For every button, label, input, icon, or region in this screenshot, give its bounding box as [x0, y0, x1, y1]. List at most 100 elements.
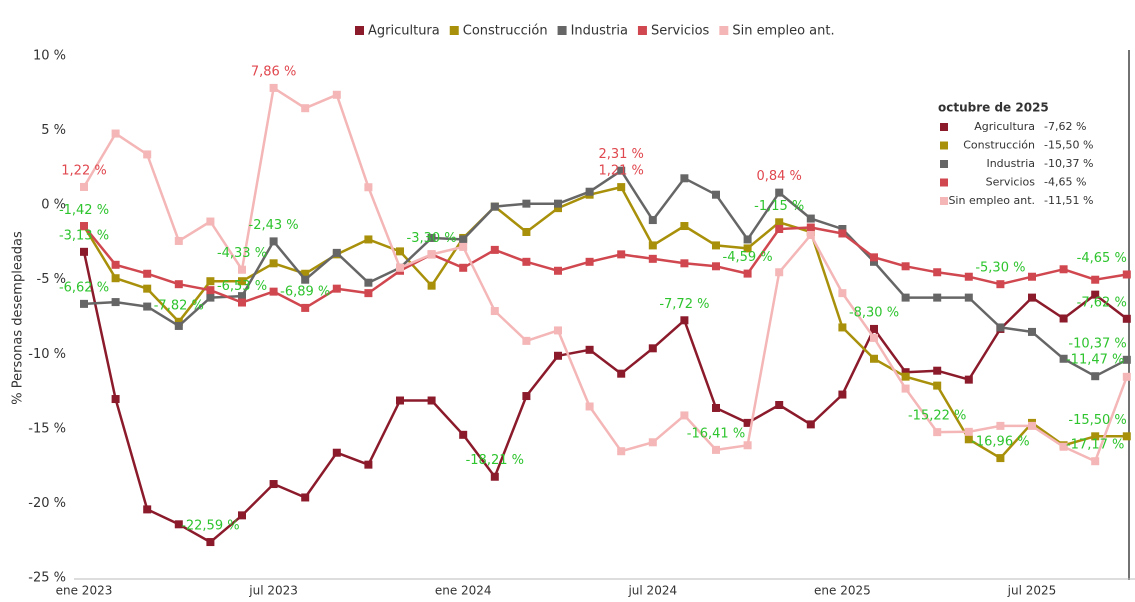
point [111, 298, 120, 307]
data-label: 1,21 % [598, 164, 643, 179]
point [206, 286, 215, 295]
data-label: -6,89 % [280, 284, 330, 299]
point [964, 375, 973, 384]
data-label: -18,21 % [466, 453, 524, 468]
y-tick-label: -20 % [28, 496, 66, 511]
point [743, 244, 752, 253]
data-label: -16,41 % [687, 426, 745, 441]
point [332, 448, 341, 457]
point [838, 390, 847, 399]
point [364, 460, 373, 469]
point [1122, 432, 1131, 441]
point [206, 538, 215, 547]
series-line [82, 86, 1128, 463]
point [648, 344, 657, 353]
tooltip-marker [940, 123, 948, 131]
point [1091, 275, 1100, 284]
point [838, 225, 847, 234]
x-tick-label: ene 2024 [435, 584, 492, 598]
tooltip-name: Industria [986, 157, 1035, 170]
point [712, 262, 720, 271]
point [648, 438, 657, 447]
point [870, 257, 878, 266]
point [269, 480, 278, 489]
point [680, 259, 689, 268]
point [490, 307, 499, 316]
legend-marker [719, 26, 729, 35]
data-label: -6,62 % [59, 280, 109, 295]
point [143, 284, 152, 293]
point [1091, 372, 1100, 381]
point [901, 372, 910, 381]
point [585, 257, 594, 266]
point [427, 233, 436, 242]
point [870, 333, 878, 342]
point [143, 302, 152, 311]
tooltip-marker [940, 160, 948, 168]
point [996, 421, 1005, 430]
point [396, 396, 404, 405]
point [1059, 442, 1068, 451]
legend-label: Industria [571, 24, 628, 39]
point [585, 345, 594, 354]
point [680, 222, 689, 231]
point [301, 104, 310, 113]
point [174, 317, 183, 326]
point [427, 396, 436, 405]
data-label: -3,13 % [59, 228, 109, 243]
point [238, 277, 246, 286]
point [1091, 457, 1100, 466]
point [1122, 372, 1131, 381]
point [111, 395, 120, 404]
data-label: 2,31 % [598, 147, 643, 162]
data-label: -11,47 % [1066, 353, 1124, 368]
x-tick-label: jul 2023 [248, 584, 298, 598]
point [143, 505, 152, 514]
series-line [83, 225, 1128, 310]
data-label: -16,96 % [971, 435, 1029, 450]
data-label: -2,43 % [249, 218, 299, 233]
point [1122, 355, 1131, 364]
point [712, 445, 720, 454]
data-label: -7,62 % [1077, 295, 1127, 310]
point [174, 236, 183, 245]
point [459, 235, 468, 244]
point [238, 265, 246, 274]
tooltip-value: -11,51 % [1044, 194, 1093, 207]
point [648, 241, 657, 250]
tooltip-marker [940, 197, 948, 205]
point [1028, 272, 1036, 281]
point [554, 204, 562, 213]
point [174, 280, 183, 289]
tooltip: octubre de 2025 Agricultura -7,62 % Constr… [930, 96, 1100, 212]
point [522, 257, 531, 266]
point [206, 293, 215, 302]
legend-marker [557, 26, 567, 35]
point [743, 269, 752, 278]
point [680, 316, 689, 325]
point [1059, 314, 1068, 323]
tooltip-name: Agricultura [974, 120, 1035, 133]
point [522, 199, 531, 208]
point [775, 188, 784, 197]
tooltip-marker [940, 141, 948, 150]
point [554, 199, 562, 208]
point [459, 263, 468, 272]
x-tick-label: ene 2023 [56, 584, 113, 598]
point [554, 266, 562, 275]
point [933, 268, 942, 277]
point [143, 150, 152, 159]
point [80, 247, 88, 256]
point [80, 222, 88, 231]
point [870, 324, 878, 333]
point [964, 435, 973, 444]
point [870, 253, 878, 262]
point [901, 262, 910, 271]
point [806, 214, 815, 223]
point [996, 280, 1005, 289]
data-label: -1,42 % [59, 203, 109, 218]
data-label: -1,15 % [754, 199, 804, 214]
point [617, 369, 626, 378]
point [743, 441, 752, 450]
point [775, 400, 784, 409]
